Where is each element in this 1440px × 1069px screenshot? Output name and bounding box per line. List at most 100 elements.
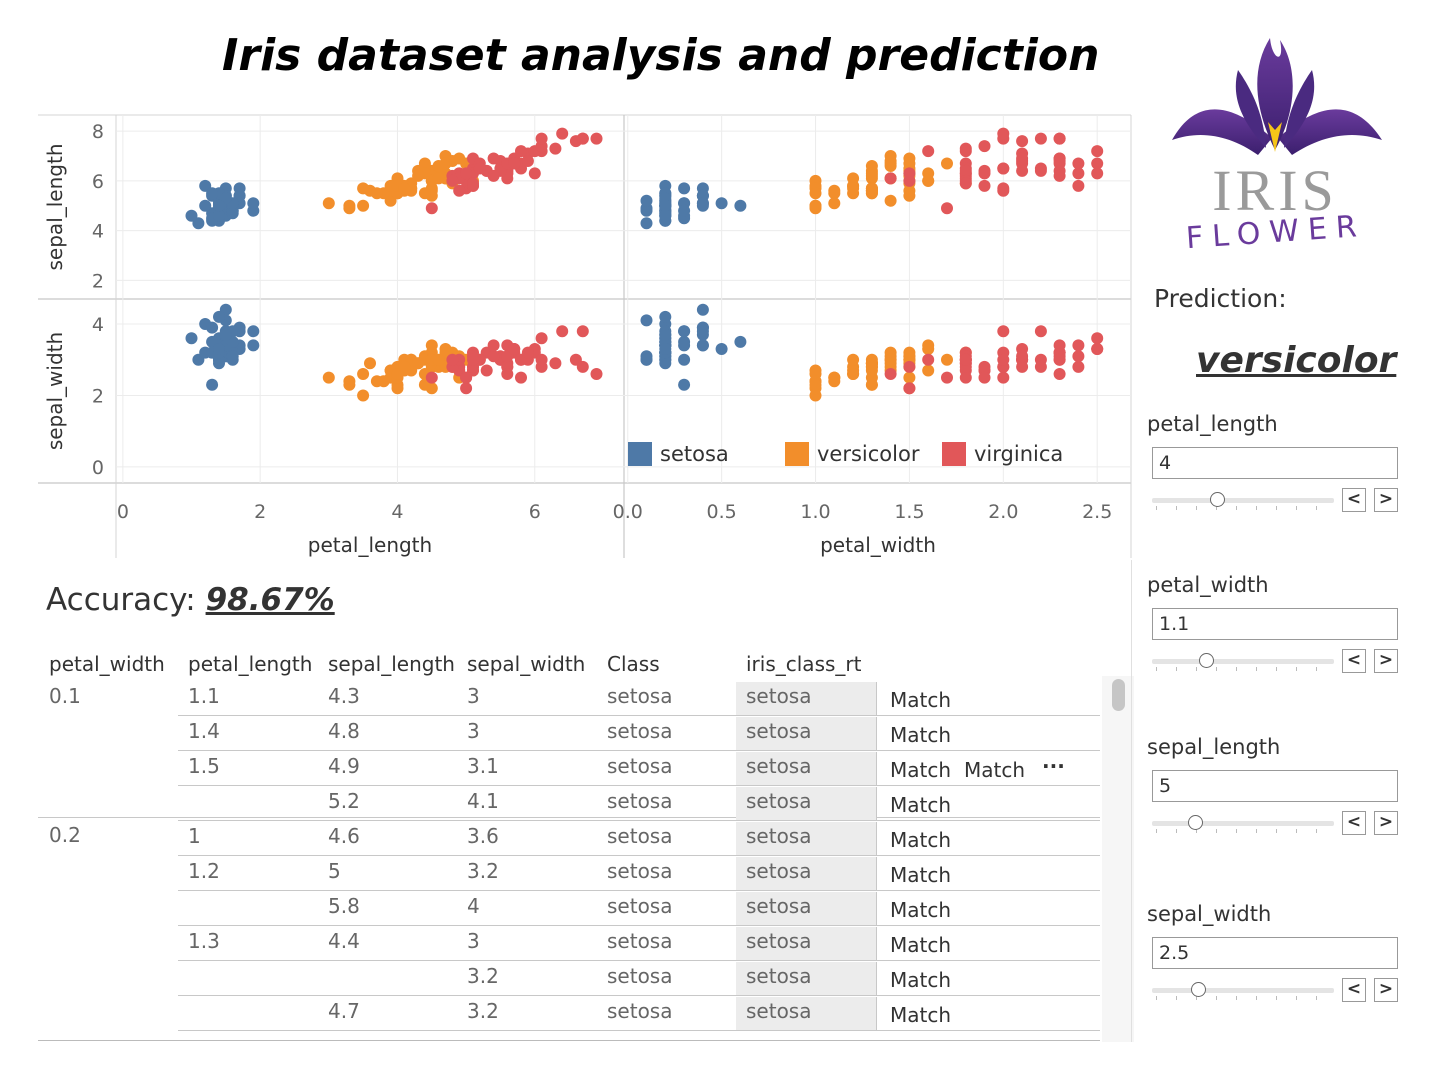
cell-divider: [876, 927, 877, 960]
point-virginica: [1034, 360, 1047, 373]
point-virginica: [978, 360, 991, 373]
point-virginica: [1091, 343, 1104, 355]
point-virginica: [1072, 360, 1085, 373]
x-axis-title-petal-width: petal_width: [820, 533, 936, 557]
cell-match[interactable]: Match: [890, 968, 952, 992]
slider-knob[interactable]: [1209, 492, 1225, 507]
point-virginica: [941, 371, 953, 384]
param-input-sepal-length[interactable]: [1152, 770, 1398, 802]
cell-sepal-width: 3.2: [467, 964, 499, 988]
point-virginica: [556, 127, 569, 140]
table-scrollbar[interactable]: [1102, 676, 1134, 1042]
scatter-matrix[interactable]: sepal_length sepal_width petal_length pe…: [0, 0, 1140, 570]
point-virginica: [460, 371, 473, 384]
legend-swatch-versicolor[interactable]: [785, 442, 809, 466]
rt-cell-shade: [736, 822, 876, 855]
point-setosa: [206, 187, 219, 200]
slider-knob[interactable]: [1198, 653, 1214, 668]
point-setosa: [206, 321, 219, 334]
param-input-sepal-width[interactable]: [1152, 937, 1398, 969]
cell-match[interactable]: Match: [890, 688, 952, 712]
param-slider-petal-width[interactable]: [1152, 653, 1334, 671]
cell-petal-length: 1.3: [188, 929, 220, 953]
cell-iris-class-rt: setosa: [746, 824, 812, 848]
point-virginica: [535, 132, 548, 145]
param-slider-petal-length[interactable]: [1152, 492, 1334, 510]
chevron-left-icon[interactable]: <: [1342, 978, 1366, 1002]
logo-petal-center: [1257, 38, 1293, 150]
point-versicolor: [370, 375, 383, 388]
point-virginica: [487, 152, 500, 165]
y-axis-titles: sepal_length sepal_width: [43, 144, 67, 451]
cell-match[interactable]: Match: [890, 793, 952, 817]
col-header-petal-length[interactable]: petal_length: [188, 652, 313, 676]
col-header-sepal-width[interactable]: sepal_width: [467, 652, 586, 676]
cell-match[interactable]: Match: [890, 723, 952, 747]
more-options-icon[interactable]: ···: [1042, 754, 1065, 778]
legend-label-versicolor[interactable]: versicolor: [817, 442, 920, 466]
point-versicolor: [884, 353, 897, 366]
chevron-right-icon[interactable]: >: [1374, 978, 1398, 1002]
legend-swatch-virginica[interactable]: [942, 442, 966, 466]
point-virginica: [1072, 179, 1085, 192]
slider-ticks: [1156, 829, 1330, 833]
param-slider-sepal-length[interactable]: [1152, 815, 1334, 833]
cell-match[interactable]: Match: [890, 758, 952, 782]
y-tick-label-sepal_length: 6: [92, 171, 104, 193]
slider-knob[interactable]: [1187, 815, 1203, 830]
chevron-left-icon[interactable]: <: [1342, 811, 1366, 835]
cell-class: setosa: [607, 929, 673, 953]
cell-sepal-length: 4.3: [328, 684, 360, 708]
y-tick-label-sepal_width: 2: [92, 385, 104, 407]
point-versicolor: [828, 187, 841, 200]
cell-match[interactable]: Match: [890, 863, 952, 887]
legend-label-setosa[interactable]: setosa: [660, 442, 729, 466]
cell-sepal-length: 4.7: [328, 999, 360, 1023]
point-virginica: [997, 162, 1010, 175]
slider-ticks: [1156, 506, 1330, 510]
table-scrollbar-thumb[interactable]: [1112, 679, 1125, 711]
point-setosa: [678, 335, 691, 348]
point-virginica: [446, 353, 459, 366]
point-virginica: [1053, 368, 1066, 380]
point-virginica: [556, 325, 569, 338]
chevron-right-icon[interactable]: >: [1374, 811, 1398, 835]
point-virginica: [460, 167, 473, 180]
col-header-class[interactable]: Class: [607, 652, 660, 676]
cell-divider: [876, 822, 877, 855]
cell-class: setosa: [607, 894, 673, 918]
chevron-left-icon[interactable]: <: [1342, 488, 1366, 512]
cell-match[interactable]: Match: [890, 1003, 952, 1027]
cell-match[interactable]: Match: [890, 933, 952, 957]
point-virginica: [473, 162, 486, 175]
point-virginica: [1034, 132, 1047, 145]
point-setosa: [678, 182, 691, 195]
point-versicolor: [432, 353, 445, 366]
point-virginica: [884, 368, 897, 380]
col-header-sepal-length[interactable]: sepal_length: [328, 652, 455, 676]
param-input-petal-length[interactable]: [1152, 447, 1398, 479]
param-label-sepal-length: sepal_length: [1147, 735, 1281, 759]
legend-label-virginica[interactable]: virginica: [974, 442, 1064, 466]
cell-match[interactable]: Match: [890, 898, 952, 922]
chevron-left-icon[interactable]: <: [1342, 649, 1366, 673]
chevron-right-icon[interactable]: >: [1374, 649, 1398, 673]
point-setosa: [199, 199, 212, 212]
chevron-right-icon[interactable]: >: [1374, 488, 1398, 512]
col-header-iris-class-rt[interactable]: iris_class_rt: [746, 652, 862, 676]
point-virginica: [480, 364, 493, 377]
slider-knob[interactable]: [1191, 982, 1207, 997]
point-virginica: [549, 357, 562, 370]
point-versicolor: [903, 371, 916, 384]
point-versicolor: [357, 199, 370, 212]
legend-swatch-setosa[interactable]: [628, 442, 652, 466]
cell-match[interactable]: Match: [890, 828, 952, 852]
col-header-petal-width[interactable]: petal_width: [49, 652, 165, 676]
point-virginica: [1072, 339, 1085, 352]
cell-iris-class-rt: setosa: [746, 894, 812, 918]
param-slider-sepal-width[interactable]: [1152, 982, 1334, 1000]
point-setosa: [678, 204, 691, 217]
param-input-petal-width[interactable]: [1152, 608, 1398, 640]
point-versicolor: [884, 155, 897, 167]
param-label-petal-width: petal_width: [1147, 573, 1269, 597]
